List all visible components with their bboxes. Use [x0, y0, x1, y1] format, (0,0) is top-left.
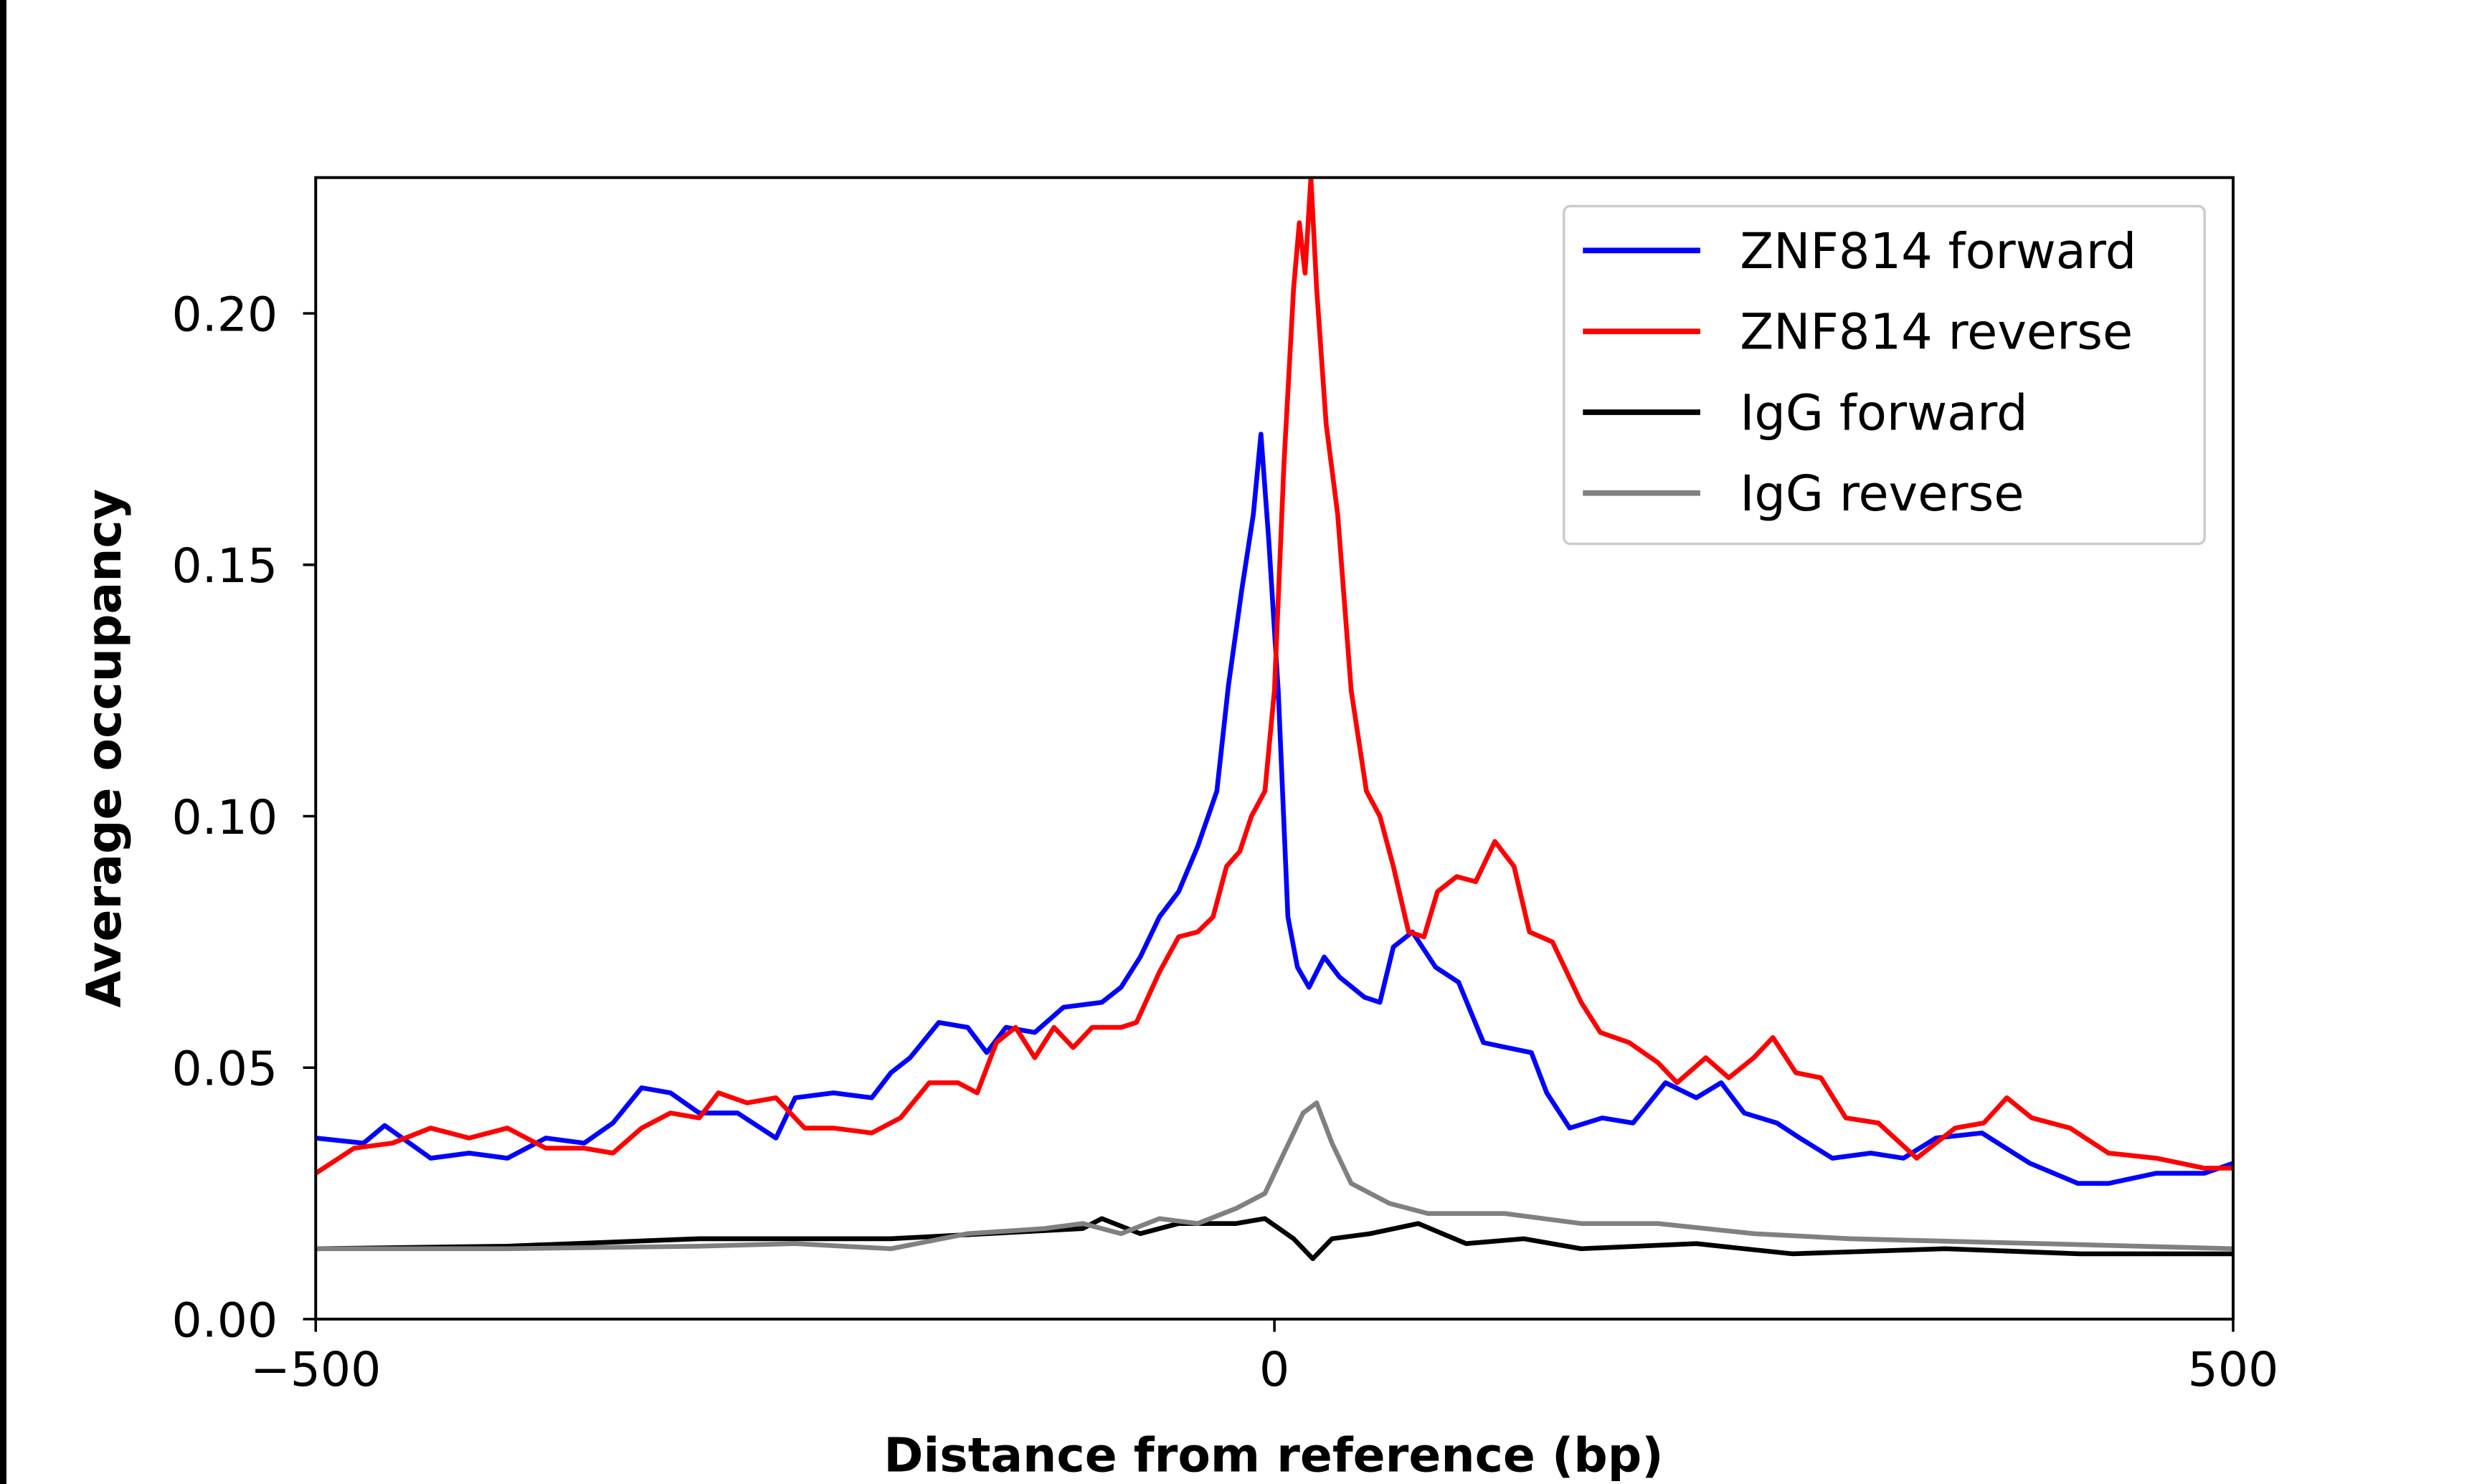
legend-box: [1562, 204, 2206, 546]
series-line-igg-forward: [316, 1216, 2234, 1262]
y-tick-label: 0.05: [171, 1041, 278, 1097]
x-tick-label: 500: [2188, 1341, 2279, 1397]
y-tick-label: 0.10: [171, 789, 278, 845]
image-left-border: [0, 0, 6, 1484]
ticks: −500 0 500 0.00 0.05 0.10 0.15 0.20: [171, 286, 2278, 1397]
legend-label: IgG reverse: [1740, 465, 2024, 523]
y-axis-label: Average occupancy: [76, 489, 132, 1008]
legend-label: ZNF814 forward: [1740, 223, 2136, 280]
y-tick-label: 0.20: [171, 286, 278, 342]
y-tick-label: 0.15: [171, 538, 278, 594]
series-line-znf814-reverse: [316, 177, 2234, 1176]
x-tick-label: 0: [1259, 1341, 1289, 1397]
legend-label: IgG forward: [1740, 384, 2027, 442]
legend: ZNF814 forward ZNF814 reverse IgG forward I…: [1562, 204, 2206, 546]
legend-label: ZNF814 reverse: [1740, 304, 2133, 361]
x-axis-label: Distance from reference (bp): [884, 1427, 1663, 1483]
series-line-znf814-forward: [316, 432, 2234, 1186]
plot-lines: [316, 177, 2234, 1262]
y-tick-label: 0.00: [171, 1292, 278, 1348]
series-line-igg-reverse: [316, 1100, 2234, 1252]
x-tick-label: −500: [250, 1341, 381, 1397]
